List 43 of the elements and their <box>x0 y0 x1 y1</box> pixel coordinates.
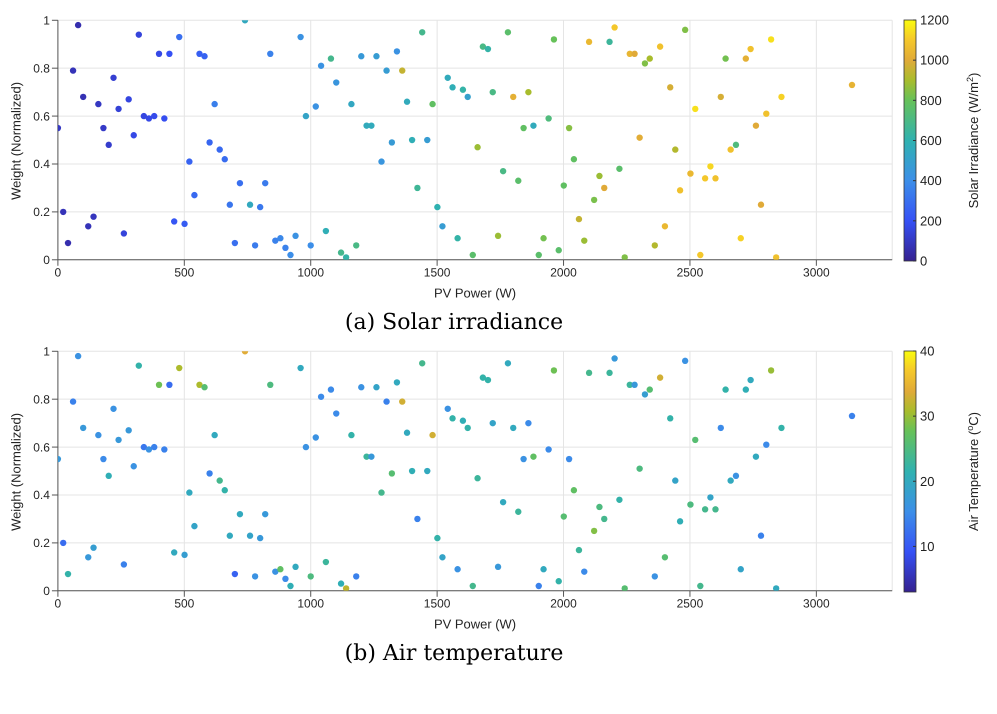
y-axis-title: Weight (Normalized) <box>8 412 24 531</box>
text: (a) Solar irradiance <box>344 310 564 335</box>
color-bar-label: 400 <box>920 173 942 188</box>
y-tick-label: 0.4 <box>33 157 50 172</box>
x-tick-label: 1000 <box>297 596 324 610</box>
x-tick-label: 2000 <box>550 596 578 610</box>
color-bar-label: 10 <box>920 538 935 554</box>
x-tick-label: 1500 <box>424 265 451 280</box>
x-tick-label: 3000 <box>803 265 830 280</box>
color-bar-label: 1000 <box>920 52 950 68</box>
y-tick-label: 0.2 <box>33 205 50 220</box>
y-tick-label: 1 <box>43 14 50 28</box>
x-tick-label: 0 <box>54 596 62 610</box>
x-tick-label: 2500 <box>676 265 704 280</box>
y-tick-label: 0 <box>43 584 50 598</box>
y-axis-title: Weight (Normalized) <box>8 82 24 200</box>
x-tick-label: 1000 <box>297 265 324 280</box>
text: (b) Air temperature <box>344 641 564 666</box>
x-tick-label: 500 <box>174 596 195 610</box>
x-axis-title: PV Power (W) <box>434 616 516 632</box>
x-tick-label: 500 <box>174 265 195 280</box>
y-tick-label: 0.2 <box>33 536 50 550</box>
x-tick-label: 2000 <box>550 265 578 280</box>
y-tick-label: 0 <box>43 253 50 268</box>
x-tick-label: 3000 <box>803 596 830 610</box>
y-tick-label: 0.6 <box>33 440 50 454</box>
x-tick-label: 1500 <box>424 596 451 610</box>
x-tick-label: 0 <box>54 265 62 280</box>
color-bar-label: 0 <box>920 254 928 269</box>
color-bar-label: 800 <box>920 92 942 108</box>
color-bar-label: 20 <box>920 474 935 489</box>
y-tick-label: 0.8 <box>33 392 50 406</box>
color-bar-label: 1200 <box>920 12 950 28</box>
color-bar-label: 40 <box>920 344 935 359</box>
y-tick-label: 0.8 <box>33 61 50 76</box>
color-bar-label: 30 <box>920 408 935 424</box>
y-tick-label: 1 <box>43 344 50 359</box>
y-tick-label: 0.6 <box>33 109 50 124</box>
y-tick-label: 0.4 <box>33 488 50 502</box>
color-bar-label: 600 <box>920 133 942 148</box>
x-tick-label: 2500 <box>676 596 704 610</box>
color-bar-label: 200 <box>920 213 942 228</box>
x-axis-title: PV Power (W) <box>434 286 516 301</box>
